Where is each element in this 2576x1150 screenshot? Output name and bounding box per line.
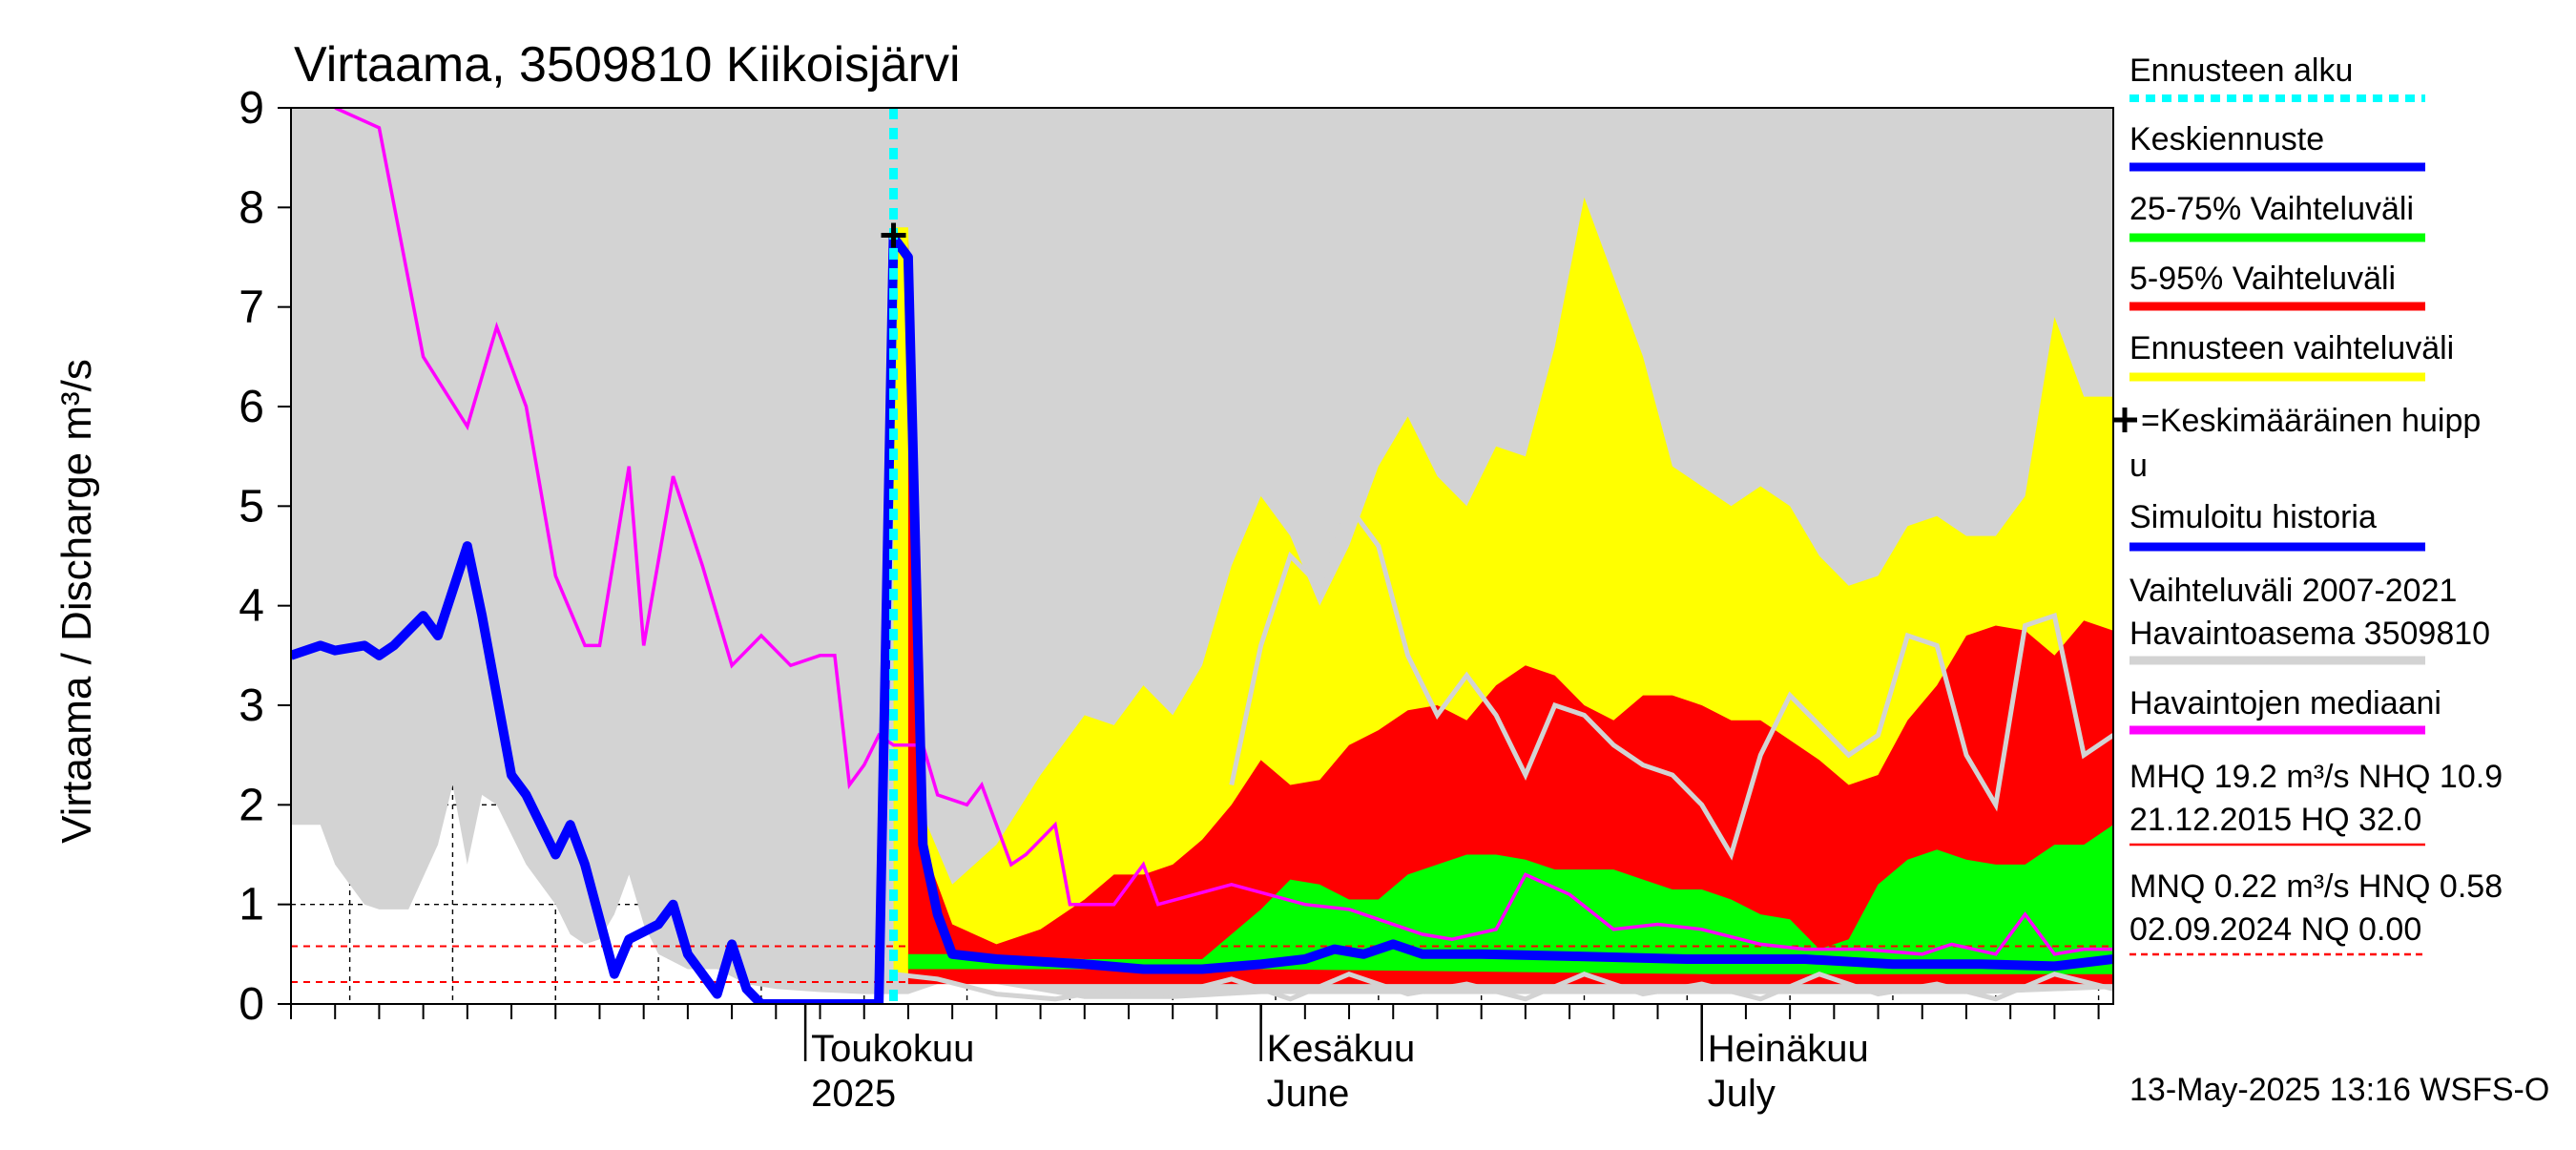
legend-label-cont: 02.09.2024 NQ 0.00 [2129,911,2421,948]
range-areas [291,108,2113,999]
y-axis: 0 1 2 3 4 5 6 7 8 9 [239,83,291,1030]
plot-frame [290,107,2114,1005]
legend-label: MHQ 19.2 m³/s NHQ 10.9 [2129,759,2503,795]
y-tick-label: 7 [239,282,264,333]
month-year-label: June [1267,1073,1350,1115]
legend-label: Keskiennuste [2129,121,2324,157]
y-tick-label: 9 [239,83,264,134]
chart-title: Virtaama, 3509810 Kiikoisjärvi [294,37,961,93]
legend-label-cont: u [2129,448,2148,484]
timestamp: 13-May-2025 13:16 WSFS-O [2129,1072,2549,1108]
legend-label: Ennusteen alku [2129,52,2353,89]
y-axis-label: Virtaama / Discharge m³/s [53,359,100,844]
month-year-label: 2025 [811,1073,896,1115]
mean-forecast-line [291,232,2113,1004]
y-tick-label: 1 [239,880,264,930]
month-label: Kesäkuu [1267,1028,1416,1070]
median-line [334,108,2113,956]
legend-label: Vaihteluväli 2007-2021 [2129,573,2457,609]
y-tick-label: 3 [239,680,264,731]
historical-simulation-line [1229,501,2113,861]
y-tick-label: 5 [239,481,264,532]
y-tick-label: 4 [239,581,264,632]
legend-label: Simuloitu historia [2129,499,2377,535]
legend-label: MNQ 0.22 m³/s HNQ 0.58 [2129,868,2503,905]
historical-observation-line [893,972,2113,1002]
month-label: Toukokuu [811,1028,974,1070]
legend-label: Ennusteen vaihteluväli [2129,330,2454,366]
legend: Ennusteen alku Keskiennuste 25-75% Vaihtel… [2112,52,2503,956]
legend-label: Havaintojen mediaani [2129,685,2441,721]
legend-label: 25-75% Vaihteluväli [2129,191,2414,227]
month-label: Heinäkuu [1708,1028,1869,1070]
p5-95-band [907,237,2113,985]
y-tick-label: 0 [239,979,264,1030]
y-tick-label: 2 [239,780,264,830]
legend-label-cont: Havaintoasema 3509810 [2129,616,2490,652]
legend-label-cont: 21.12.2015 HQ 32.0 [2129,802,2421,838]
y-tick-label: 8 [239,182,264,233]
mean-peak-marker [881,222,906,248]
plot-area [290,107,2114,1005]
reference-lines [291,945,2113,984]
series-lines [291,108,2113,1004]
month-year-label: July [1708,1073,1776,1115]
legend-label: =Keskimääräinen huipp [2141,403,2481,439]
legend-label: 5-95% Vaihteluväli [2129,261,2396,297]
y-tick-label: 6 [239,382,264,432]
